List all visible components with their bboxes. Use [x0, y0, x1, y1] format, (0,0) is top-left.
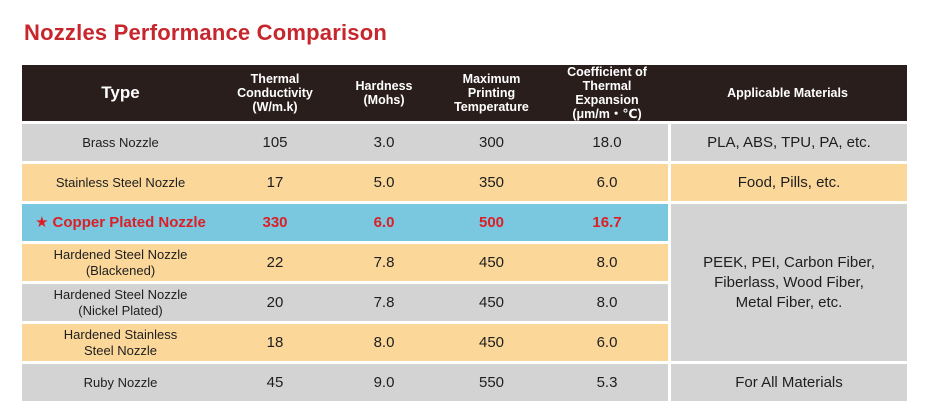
row-type: Brass Nozzle: [22, 124, 219, 161]
row-max-temperature: 550: [437, 364, 546, 401]
comparison-table: Type Thermal Conductivity (W/m.k) Hardne…: [22, 62, 907, 404]
header-thermal-expansion-line1: Coefficient of: [567, 65, 647, 79]
table-row-hardened-nickel: Hardened Steel Nozzle (Nickel Plated) 20…: [22, 284, 907, 321]
merged-applicable-materials: PEEK, PEI, Carbon Fiber, Fiberlass, Wood…: [668, 204, 907, 361]
row-hardness: 5.0: [331, 164, 437, 201]
merged-applicable-line3: Metal Fiber, etc.: [735, 293, 843, 311]
header-thermal-conductivity: Thermal Conductivity (W/m.k): [219, 65, 331, 121]
row-type: Hardened Steel Nozzle (Blackened): [22, 244, 219, 281]
table-row-brass: Brass Nozzle 105 3.0 300 18.0 PLA, ABS, …: [22, 124, 907, 161]
row-type: Hardened Stainless Steel Nozzle: [22, 324, 219, 361]
page-title: Nozzles Performance Comparison: [24, 20, 387, 45]
row-type-line2: (Nickel Plated): [78, 302, 163, 318]
row-hardness: 9.0: [331, 364, 437, 401]
header-applicable-materials: Applicable Materials: [668, 65, 907, 121]
row-max-temperature: 300: [437, 124, 546, 161]
header-hardness: Hardness (Mohs): [331, 65, 437, 121]
row-hardness: 3.0: [331, 124, 437, 161]
row-max-temperature: 450: [437, 324, 546, 361]
row-applicable-materials: PLA, ABS, TPU, PA, etc.: [668, 124, 907, 161]
row-type-line1: Hardened Steel Nozzle: [53, 286, 188, 302]
table-row-hardened-stainless: Hardened Stainless Steel Nozzle 18 8.0 4…: [22, 324, 907, 361]
header-thermal-expansion: Coefficient of Thermal Expansion (μm/m・℃…: [546, 65, 668, 121]
row-type-line1: Hardened Steel Nozzle: [53, 246, 188, 262]
row-thermal-conductivity: 45: [219, 364, 331, 401]
row-thermal-expansion: 6.0: [546, 324, 668, 361]
row-applicable-materials: Food, Pills, etc.: [668, 164, 907, 201]
merged-applicable-line2: Fiberlass, Wood Fiber,: [714, 273, 864, 291]
row-thermal-conductivity: 17: [219, 164, 331, 201]
row-hardness: 7.8: [331, 244, 437, 281]
row-hardness: 8.0: [331, 324, 437, 361]
table-header-row: Type Thermal Conductivity (W/m.k) Hardne…: [22, 65, 907, 121]
header-max-temperature-line3: Temperature: [454, 100, 529, 114]
table-row-stainless: Stainless Steel Nozzle 17 5.0 350 6.0 Fo…: [22, 164, 907, 201]
row-type: ★ Copper Plated Nozzle: [22, 204, 219, 241]
header-hardness-line1: Hardness: [355, 79, 413, 93]
table-row-copper-plated: ★ Copper Plated Nozzle 330 6.0 500 16.7 P…: [22, 204, 907, 361]
header-hardness-line2: (Mohs): [363, 93, 405, 107]
row-type-line1: Hardened Stainless: [63, 326, 178, 342]
header-max-temperature: Maximum Printing Temperature: [437, 65, 546, 121]
header-max-temperature-line1: Maximum: [462, 72, 521, 86]
row-thermal-conductivity: 105: [219, 124, 331, 161]
row-applicable-materials: For All Materials: [668, 364, 907, 401]
row-thermal-expansion: 8.0: [546, 244, 668, 281]
row-hardness: 6.0: [331, 204, 437, 241]
table-row-hardened-blackened: Hardened Steel Nozzle (Blackened) 22 7.8…: [22, 244, 907, 281]
table-row-ruby: Ruby Nozzle 45 9.0 550 5.3 For All Mater…: [22, 364, 907, 401]
row-thermal-conductivity: 20: [219, 284, 331, 321]
header-thermal-expansion-line3: (μm/m・℃): [572, 107, 642, 121]
merged-applicable-line1: PEEK, PEI, Carbon Fiber,: [703, 253, 875, 271]
row-type-label: Copper Plated Nozzle: [52, 213, 206, 231]
header-max-temperature-line2: Printing: [467, 86, 516, 100]
header-thermal-conductivity-line2: (W/m.k): [252, 100, 298, 114]
row-thermal-expansion: 8.0: [546, 284, 668, 321]
header-type: Type: [22, 65, 219, 121]
row-type: Stainless Steel Nozzle: [22, 164, 219, 201]
row-max-temperature: 500: [437, 204, 546, 241]
row-thermal-conductivity: 330: [219, 204, 331, 241]
row-type: Ruby Nozzle: [22, 364, 219, 401]
star-icon: ★: [35, 213, 49, 231]
row-thermal-expansion: 5.3: [546, 364, 668, 401]
row-thermal-conductivity: 18: [219, 324, 331, 361]
row-type-line2: (Blackened): [85, 262, 156, 278]
row-thermal-conductivity: 22: [219, 244, 331, 281]
row-type-line2: Steel Nozzle: [84, 342, 157, 358]
row-thermal-expansion: 6.0: [546, 164, 668, 201]
header-thermal-conductivity-line1: Thermal Conductivity: [237, 72, 313, 100]
header-thermal-expansion-line2: Thermal Expansion: [575, 79, 639, 107]
row-type: Hardened Steel Nozzle (Nickel Plated): [22, 284, 219, 321]
row-thermal-expansion: 16.7: [546, 204, 668, 241]
row-max-temperature: 350: [437, 164, 546, 201]
row-max-temperature: 450: [437, 244, 546, 281]
row-hardness: 7.8: [331, 284, 437, 321]
row-max-temperature: 450: [437, 284, 546, 321]
row-thermal-expansion: 18.0: [546, 124, 668, 161]
